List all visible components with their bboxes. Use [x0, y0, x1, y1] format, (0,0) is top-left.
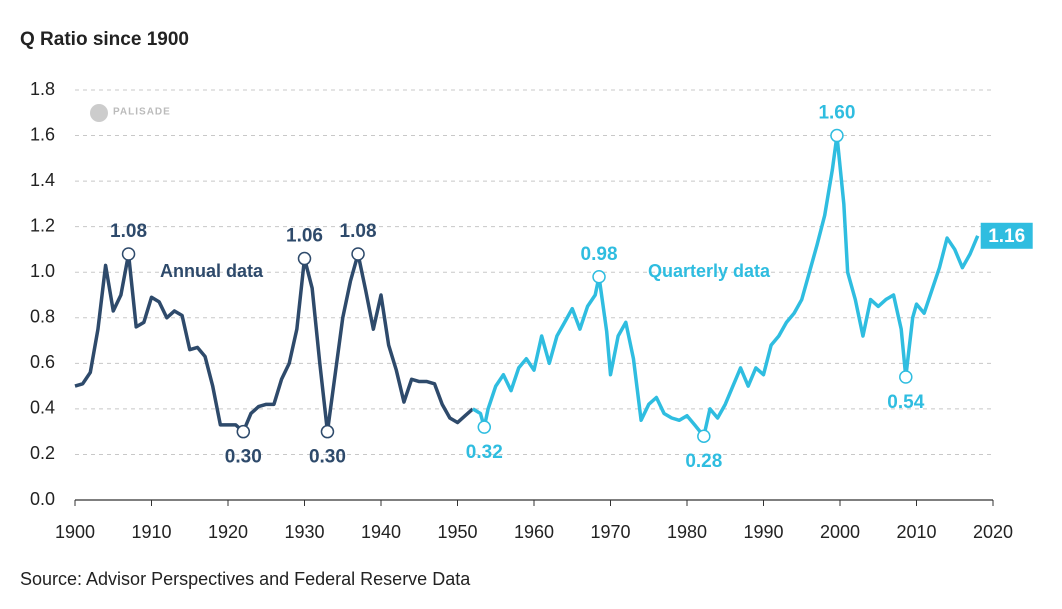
y-tick-label: 1.2 [30, 215, 55, 235]
marker-label: 0.54 [887, 392, 924, 413]
x-tick-label: 1990 [743, 522, 783, 542]
y-tick-label: 0.2 [30, 443, 55, 463]
series-label: Quarterly data [648, 261, 771, 281]
marker [297, 251, 312, 266]
x-tick-label: 1950 [437, 522, 477, 542]
chart-title: Q Ratio since 1900 [20, 29, 189, 50]
marker [236, 424, 251, 439]
x-tick-label: 1970 [590, 522, 630, 542]
marker [697, 429, 711, 443]
series-line [74, 252, 474, 434]
y-tick-label: 1.6 [30, 124, 55, 144]
x-tick-label: 1960 [514, 522, 554, 542]
marker [477, 420, 492, 434]
x-tick-label: 1930 [284, 522, 324, 542]
y-tick-label: 1.8 [30, 79, 55, 99]
marker [899, 370, 913, 384]
x-tick-label: 1940 [361, 522, 401, 542]
y-tick-label: 0.4 [30, 398, 55, 418]
x-tick-label: 2010 [896, 522, 936, 542]
marker [351, 247, 365, 261]
marker-label: 0.28 [685, 451, 722, 472]
marker [320, 424, 335, 439]
logo: PALISADE [90, 104, 171, 122]
marker-label: 0.32 [466, 442, 503, 463]
marker [592, 270, 606, 284]
marker-label: 1.08 [340, 221, 377, 242]
series-line [471, 133, 980, 438]
marker-label: 0.30 [309, 447, 346, 468]
logo-text: PALISADE [113, 107, 171, 118]
x-tick-label: 2000 [820, 522, 860, 542]
source-note: Source: Advisor Perspectives and Federal… [20, 569, 471, 589]
marker-label: 1.60 [818, 103, 855, 124]
logo-icon [90, 104, 108, 122]
y-tick-label: 1.0 [30, 261, 55, 281]
y-tick-label: 0.0 [30, 489, 55, 509]
series-label: Annual data [160, 261, 264, 281]
marker-label: 0.30 [225, 447, 262, 468]
end-label: 1.16 [988, 226, 1025, 247]
marker [121, 247, 136, 261]
y-tick-label: 0.6 [30, 352, 55, 372]
x-tick-label: 1980 [667, 522, 707, 542]
x-tick-label: 1900 [55, 522, 95, 542]
end-label-box [980, 222, 1033, 249]
y-tick-label: 0.8 [30, 307, 55, 327]
x-tick-label: 1920 [208, 522, 248, 542]
marker [830, 128, 844, 143]
x-tick-label: 2020 [973, 522, 1013, 542]
marker-label: 1.08 [110, 221, 147, 242]
y-tick-label: 1.4 [30, 170, 55, 190]
marker-label: 0.98 [581, 244, 618, 265]
marker-label: 1.06 [286, 226, 323, 247]
x-tick-label: 1910 [131, 522, 171, 542]
